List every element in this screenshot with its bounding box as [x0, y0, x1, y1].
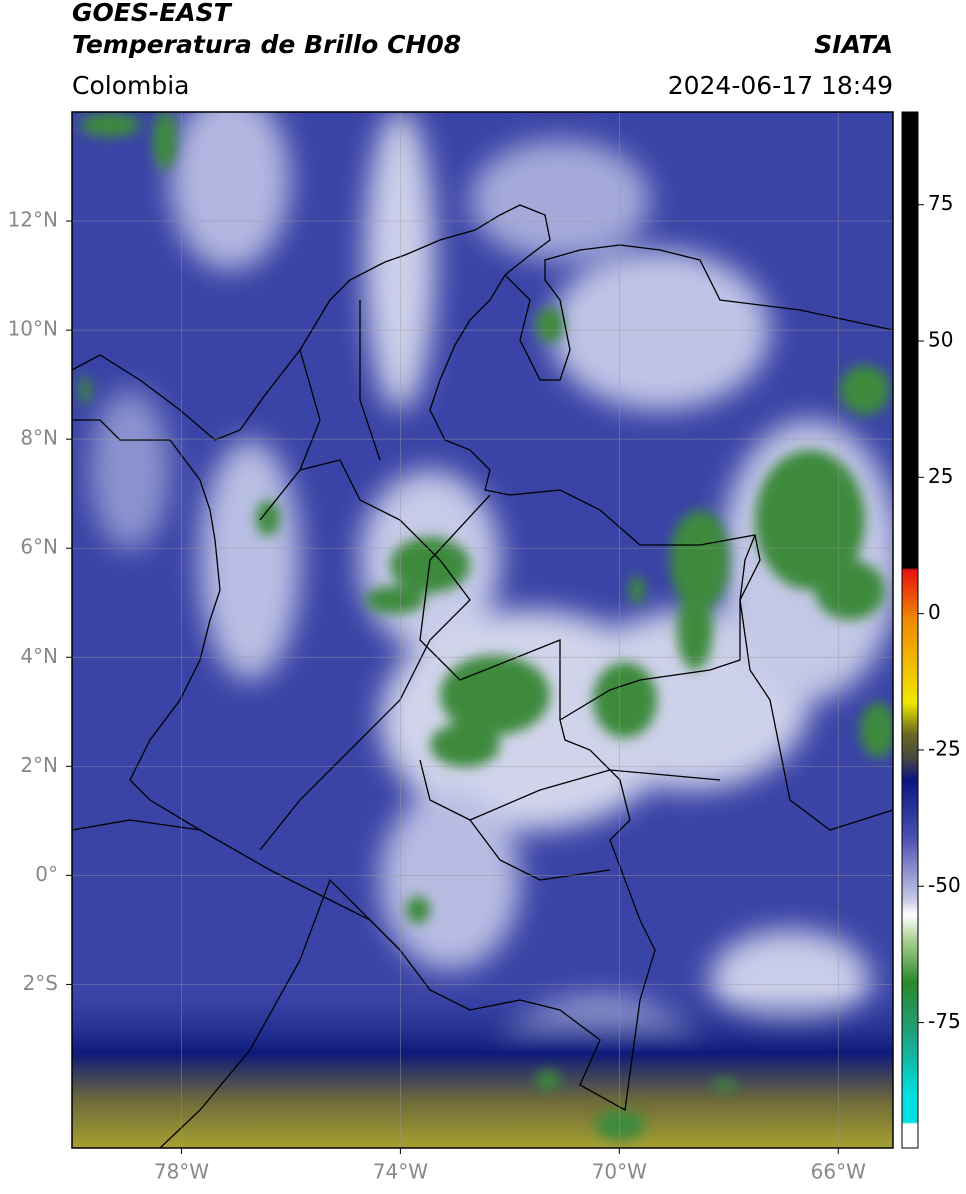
y-tick-label: 6°N [20, 535, 58, 559]
y-tick-label: 2°N [20, 753, 58, 777]
colorbar-tick-label: 50 [928, 328, 953, 352]
source: GOES-EAST [72, 0, 233, 27]
x-tick-label: 70°W [592, 1160, 647, 1184]
colorbar-tick-label: -25 [928, 736, 961, 760]
colorbar [901, 111, 919, 1149]
title: Temperatura de Brillo CH08 [72, 30, 461, 59]
x-tick-label: 78°W [154, 1160, 209, 1184]
satellite-image [72, 112, 893, 1148]
colorbar-tick-label: -50 [928, 873, 961, 897]
colorbar-tick-label: 75 [928, 191, 953, 215]
y-tick-label: 12°N [8, 208, 58, 232]
x-tick-label: 74°W [373, 1160, 428, 1184]
colorbar-tick-label: 0 [928, 600, 941, 624]
y-tick-label: 8°N [20, 426, 58, 450]
colorbar-tick-label: -75 [928, 1009, 961, 1033]
y-tick-label: 0° [35, 862, 58, 886]
y-tick-label: 4°N [20, 644, 58, 668]
region: Colombia [72, 71, 189, 100]
y-tick-label: 10°N [8, 317, 58, 341]
x-tick-label: 66°W [811, 1160, 866, 1184]
datetime: 2024-06-17 18:49 [668, 71, 893, 100]
y-tick-label: 2°S [23, 971, 58, 995]
colorbar-tick-label: 25 [928, 464, 953, 488]
map-frame [71, 111, 894, 1149]
grid [72, 112, 893, 1148]
agency: SIATA [814, 30, 893, 59]
